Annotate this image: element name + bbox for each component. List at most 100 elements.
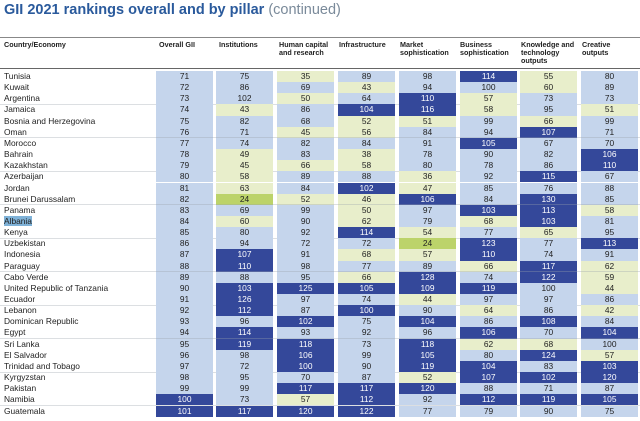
rank-human-capital: 102 <box>277 316 334 328</box>
rank-overall: 87 <box>156 249 213 261</box>
country-name: Kyrgyzstan <box>4 372 45 383</box>
rank-knowledge-tech: 74 <box>520 249 577 261</box>
country-name: Sri Lanka <box>4 339 39 350</box>
rank-market-soph: 89 <box>399 260 456 272</box>
country-name: United Republic of Tanzania <box>4 283 108 294</box>
rank-institutions: 107 <box>216 249 273 261</box>
rank-market-soph: 90 <box>399 305 456 317</box>
rank-market-soph: 116 <box>399 104 456 116</box>
rank-market-soph: 97 <box>399 204 456 216</box>
country-label: Jordan <box>4 182 30 193</box>
rank-institutions: 74 <box>216 137 273 150</box>
rank-market-soph: 36 <box>399 171 456 183</box>
rank-business-soph: 62 <box>460 338 517 350</box>
country-label: Lebanon <box>4 305 37 316</box>
header-knowledge-technology: Knowledge and technology outputs <box>521 40 575 66</box>
table-row: Morocco 77 74 82 84 91 105 67 70 <box>0 137 640 150</box>
table-row: Jordan 81 63 84 102 47 85 76 88 <box>0 182 640 194</box>
header-creative-outputs: Creative outputs <box>582 40 611 58</box>
table-row: Panama 83 69 99 50 97 103 113 58 <box>0 204 640 216</box>
rank-knowledge-tech: 82 <box>520 149 577 161</box>
country-name: Oman <box>4 127 27 138</box>
rank-business-soph: 92 <box>460 171 517 183</box>
rank-creative: 80 <box>581 71 638 83</box>
rank-business-soph: 58 <box>460 104 517 116</box>
table-row: Egypt 94 114 93 92 96 106 70 104 <box>0 327 640 339</box>
rank-creative: 75 <box>581 405 638 417</box>
rank-institutions: 45 <box>216 160 273 172</box>
rank-overall: 90 <box>156 282 213 294</box>
table-row: Tunisia 71 75 35 89 98 114 55 80 <box>0 71 640 83</box>
table-row: Jamaica 74 43 86 104 116 58 95 51 <box>0 104 640 116</box>
country-name: Bahrain <box>4 149 33 160</box>
rank-institutions: 110 <box>216 260 273 272</box>
rank-human-capital: 83 <box>277 149 334 161</box>
rank-overall: 94 <box>156 327 213 339</box>
rank-human-capital: 84 <box>277 182 334 194</box>
rank-overall: 98 <box>156 372 213 384</box>
rank-creative: 110 <box>581 160 638 172</box>
country-name: Guatemala <box>4 406 45 417</box>
rank-human-capital: 117 <box>277 383 334 395</box>
rank-market-soph: 92 <box>399 394 456 406</box>
rank-overall: 82 <box>156 193 213 205</box>
country-name: Albania <box>4 215 32 227</box>
rank-knowledge-tech: 95 <box>520 104 577 116</box>
country-name: Ecuador <box>4 294 35 305</box>
rank-infrastructure: 75 <box>338 316 395 328</box>
rank-market-soph: 94 <box>399 82 456 94</box>
rank-infrastructure: 50 <box>338 204 395 216</box>
country-name: Cabo Verde <box>4 272 48 283</box>
country-name: Egypt <box>4 327 25 338</box>
rank-business-soph: 123 <box>460 238 517 250</box>
rank-infrastructure: 66 <box>338 271 395 283</box>
country-label: Dominican Republic <box>4 316 79 327</box>
rank-infrastructure: 84 <box>338 137 395 150</box>
rank-market-soph: 98 <box>399 71 456 83</box>
rank-institutions: 43 <box>216 104 273 116</box>
rank-knowledge-tech: 90 <box>520 405 577 417</box>
table-row: El Salvador 96 98 106 99 105 80 124 57 <box>0 349 640 361</box>
country-label: Brunei Darussalam <box>4 193 76 204</box>
rank-knowledge-tech: 117 <box>520 260 577 272</box>
rank-business-soph: 68 <box>460 215 517 228</box>
rank-infrastructure: 68 <box>338 249 395 261</box>
rank-business-soph: 88 <box>460 383 517 395</box>
rank-institutions: 94 <box>216 238 273 250</box>
country-label: Bahrain <box>4 149 33 160</box>
rank-overall: 71 <box>156 71 213 83</box>
rank-institutions: 49 <box>216 149 273 161</box>
rank-knowledge-tech: 86 <box>520 305 577 317</box>
rank-institutions: 58 <box>216 171 273 183</box>
country-name: Brunei Darussalam <box>4 194 75 205</box>
rank-creative: 86 <box>581 294 638 306</box>
table-row: Pakistan 99 99 117 117 120 88 71 87 <box>0 383 640 395</box>
rank-creative: 106 <box>581 149 638 161</box>
rank-overall: 77 <box>156 137 213 150</box>
rank-creative: 103 <box>581 360 638 373</box>
rank-institutions: 102 <box>216 93 273 105</box>
rank-human-capital: 118 <box>277 338 334 350</box>
rank-knowledge-tech: 100 <box>520 282 577 294</box>
header-market-sophistication: Market sophistication <box>400 40 449 58</box>
table-row: Kyrgyzstan 98 95 70 87 52 107 102 120 <box>0 372 640 384</box>
rank-creative: 70 <box>581 137 638 150</box>
rank-creative: 87 <box>581 383 638 395</box>
rank-business-soph: 64 <box>460 305 517 317</box>
rank-human-capital: 100 <box>277 360 334 373</box>
country-label: Morocco <box>4 137 37 148</box>
rank-overall: 79 <box>156 160 213 172</box>
rank-overall: 86 <box>156 238 213 250</box>
rank-business-soph: 103 <box>460 204 517 216</box>
rank-human-capital: 106 <box>277 349 334 361</box>
rank-knowledge-tech: 55 <box>520 71 577 83</box>
rank-overall: 101 <box>156 405 213 417</box>
rank-overall: 97 <box>156 360 213 373</box>
rank-business-soph: 57 <box>460 93 517 105</box>
country-label: Namibia <box>4 394 35 405</box>
rank-overall: 99 <box>156 383 213 395</box>
rank-human-capital: 92 <box>277 227 334 239</box>
table-row: Dominican Republic 93 96 102 75 104 86 108 84 <box>0 316 640 328</box>
country-name: Morocco <box>4 138 36 149</box>
rank-infrastructure: 88 <box>338 171 395 183</box>
